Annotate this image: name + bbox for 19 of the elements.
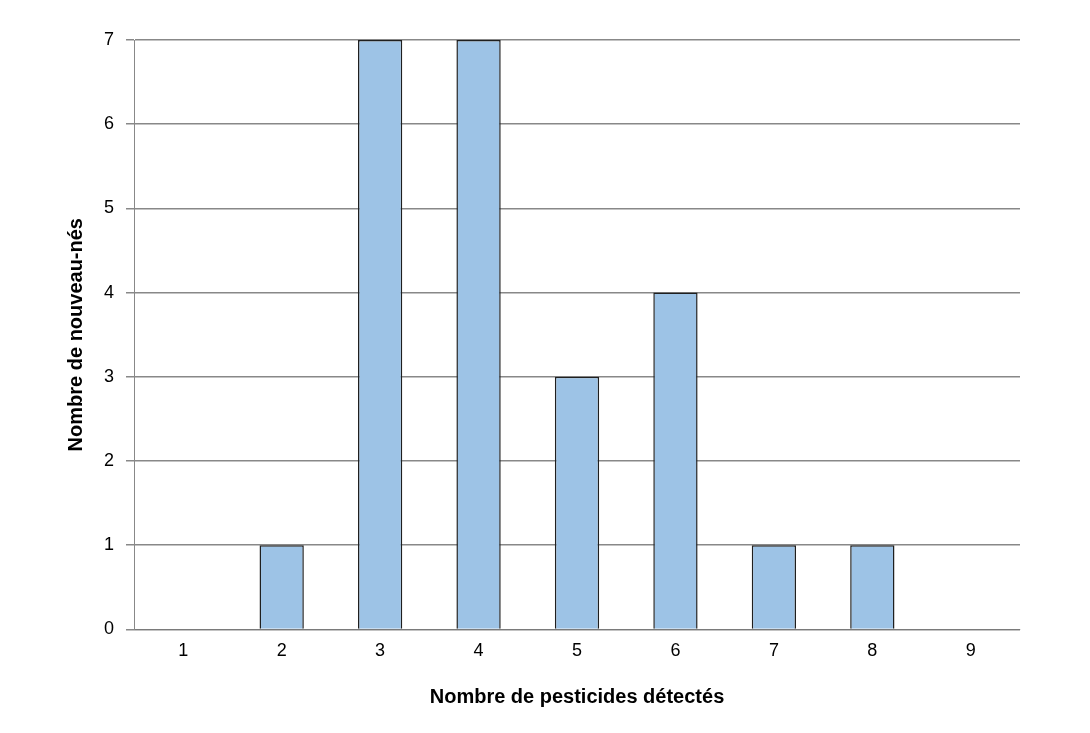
y-tick-label: 5 [104,197,115,218]
y-tick-label: 7 [104,28,115,49]
x-tick-label: 8 [867,640,878,661]
y-tick-label: 0 [104,618,115,639]
y-tick-label: 6 [104,113,115,134]
x-tick-label: 4 [473,640,484,661]
x-axis-title: Nombre de pesticides détectés [429,684,725,707]
y-tick-label: 4 [104,281,115,302]
x-tick-label: 7 [768,640,779,661]
x-tick-label: 9 [965,640,976,661]
x-tick-label: 6 [670,640,681,661]
y-tick-label: 3 [104,365,115,386]
x-tick-label: 5 [572,640,583,661]
y-tick-label: 1 [104,534,115,555]
x-tick-label: 3 [375,640,386,661]
y-tick-label: 2 [104,449,115,470]
x-tick-label: 2 [276,640,287,661]
y-axis-title: Nombre de nouveau-nés [63,218,86,452]
x-tick-label: 1 [178,640,189,661]
